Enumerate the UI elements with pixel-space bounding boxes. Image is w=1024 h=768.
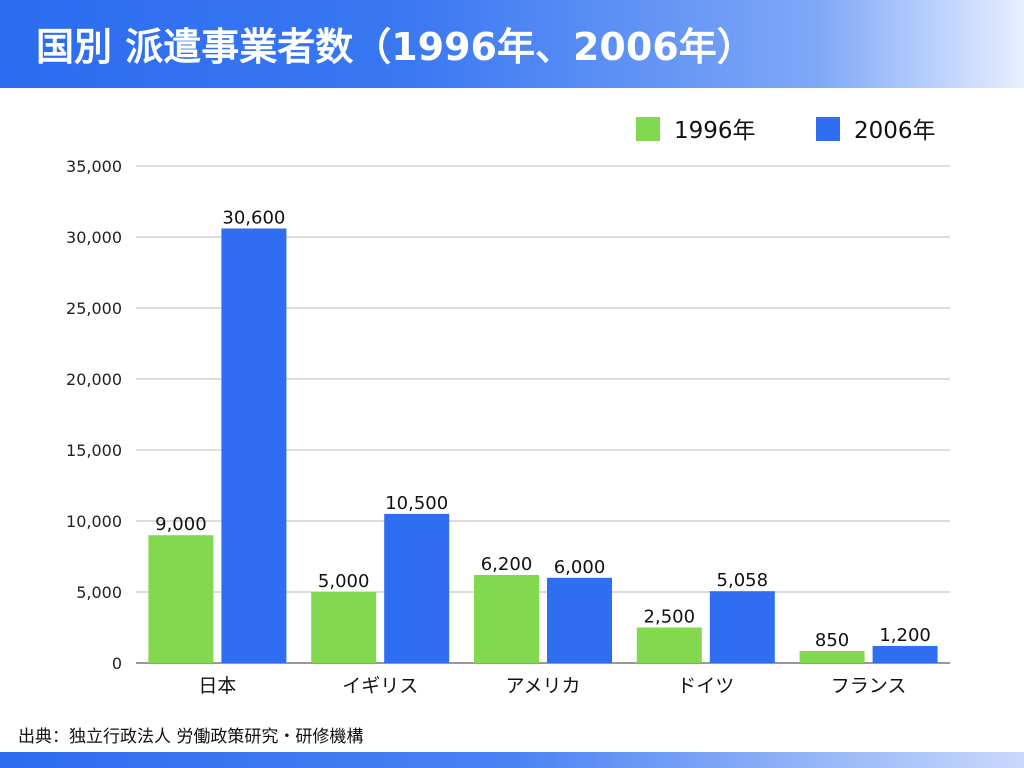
bar (872, 645, 938, 663)
y-tick-label: 35,000 (66, 157, 122, 176)
bar-chart: 0 5,000 10,000 15,000 20,000 25,000 30,000 35,0… (66, 117, 950, 697)
page-title: 国別 派遣事業者数（1996年、2006年） (36, 25, 755, 69)
y-tick-label: 20,000 (66, 370, 122, 389)
source-note: 出典：独立行政法人 労働政策研究・研修機構 (18, 727, 364, 747)
bar (636, 627, 702, 663)
data-label: 850 (815, 630, 849, 651)
bar (799, 650, 865, 663)
y-tick-label: 10,000 (66, 512, 122, 531)
legend-swatch (636, 117, 660, 141)
data-label: 30,600 (222, 207, 285, 228)
x-tick-label: 日本 (198, 675, 236, 697)
y-tick-label: 5,000 (76, 583, 122, 602)
data-label: 10,500 (385, 493, 448, 514)
legend-label: 2006年 (854, 118, 936, 144)
bar (311, 592, 377, 663)
bar (221, 228, 287, 664)
legend-label: 1996年 (674, 118, 756, 144)
y-tick-label: 0 (112, 654, 122, 673)
bottom-bar (0, 752, 1024, 768)
x-tick-label: フランス (831, 675, 907, 697)
bar (474, 574, 539, 663)
data-label: 6,200 (481, 554, 533, 575)
data-label: 5,058 (717, 570, 769, 591)
y-tick-label: 15,000 (66, 441, 122, 460)
data-label: 2,500 (644, 607, 696, 628)
title-bar: 国別 派遣事業者数（1996年、2006年） (0, 0, 1024, 88)
data-label: 9,000 (155, 514, 207, 535)
x-tick-label: アメリカ (505, 675, 580, 697)
data-label: 5,000 (318, 571, 370, 592)
bar (709, 591, 775, 663)
data-label: 6,000 (554, 557, 606, 578)
bar (547, 577, 612, 663)
y-tick-label: 30,000 (66, 228, 122, 247)
x-tick-label: ドイツ (677, 675, 734, 697)
legend-swatch (816, 117, 840, 141)
bar (384, 513, 450, 663)
x-tick-label: イギリス (342, 675, 418, 697)
bar (148, 535, 214, 663)
y-tick-label: 25,000 (66, 299, 122, 318)
data-label: 1,200 (879, 625, 931, 646)
